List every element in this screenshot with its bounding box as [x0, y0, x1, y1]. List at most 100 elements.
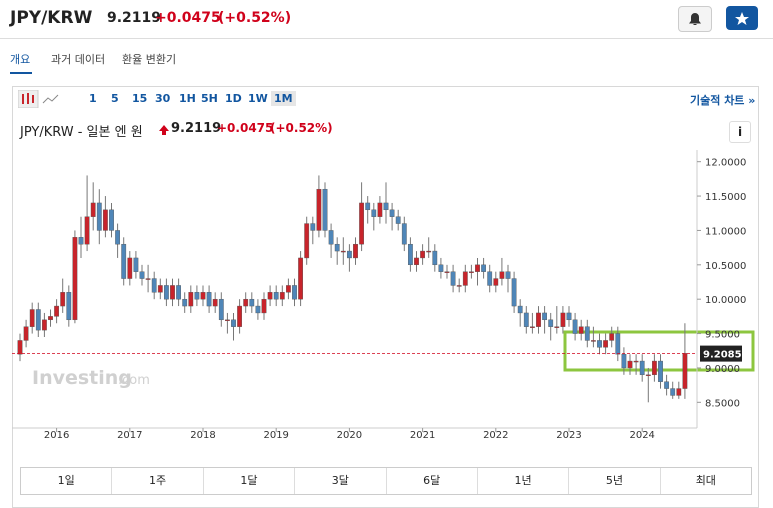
tab[interactable]: 환율 변환기: [122, 53, 177, 66]
candle-body: [170, 285, 175, 300]
candle-body: [139, 271, 145, 279]
candle-body: [157, 285, 163, 293]
symbol: JPY/KRW: [10, 8, 93, 28]
candle-body: [255, 305, 261, 314]
candle-body: [72, 237, 78, 321]
x-tick-label: 2021: [410, 430, 435, 441]
interval-button[interactable]: 1W: [248, 92, 268, 105]
star-icon: [735, 12, 749, 25]
tech-chart-link[interactable]: 기술적 차트 »: [690, 94, 756, 107]
candle-body: [597, 340, 602, 348]
candle-body: [591, 340, 596, 342]
change-pct: (+0.52%): [218, 10, 292, 26]
interval-button[interactable]: 1D: [225, 92, 242, 105]
y-tick-label: 11.5000: [705, 192, 746, 203]
candle-body: [645, 374, 651, 377]
interval-button[interactable]: 1: [89, 92, 97, 105]
candle-body: [615, 333, 621, 355]
candle-body: [298, 257, 303, 300]
candle-body: [286, 285, 291, 293]
interval-button[interactable]: 15: [132, 92, 148, 105]
candle-body: [420, 250, 425, 259]
candle-body: [426, 250, 432, 253]
chart-type-icons[interactable]: [18, 90, 62, 108]
candle-body: [523, 312, 529, 327]
range-button[interactable]: 1주: [112, 468, 204, 494]
interval-button[interactable]: 5H: [201, 92, 218, 105]
candle-body: [639, 360, 645, 376]
candle-body: [584, 326, 590, 341]
price: 9.2119: [107, 10, 162, 26]
candle-body: [499, 271, 505, 279]
interval-button[interactable]: 1M: [271, 91, 296, 106]
candle-body: [432, 250, 438, 266]
x-tick-label: 2017: [117, 430, 142, 441]
chart-title: JPY/KRW - 일본 엔 원: [20, 125, 143, 140]
interval-button[interactable]: 30: [155, 92, 171, 105]
x-tick-label: 2023: [556, 430, 581, 441]
candle-body: [109, 209, 114, 231]
candle-body: [383, 202, 389, 211]
alert-button[interactable]: [678, 6, 712, 32]
candle-body: [304, 223, 310, 259]
interval-button[interactable]: 1H: [179, 92, 196, 105]
x-tick-label: 2022: [483, 430, 508, 441]
candle-body: [487, 271, 493, 286]
candle-body: [505, 271, 511, 279]
candle-body: [444, 271, 450, 273]
candle-body: [633, 360, 639, 363]
candle-body: [96, 202, 102, 231]
info-button[interactable]: i: [729, 121, 751, 143]
range-button[interactable]: 5년: [569, 468, 661, 494]
candle-body: [237, 305, 242, 327]
candle-body: [200, 292, 206, 300]
candle-body: [261, 298, 267, 314]
candle-body: [328, 230, 334, 245]
change: +0.0475: [155, 10, 221, 26]
candle-body: [218, 298, 224, 321]
candle-body: [469, 271, 474, 273]
candle-body: [389, 209, 395, 217]
range-button[interactable]: 3달: [295, 468, 387, 494]
candle-body: [84, 216, 90, 245]
candle-body: [664, 381, 670, 389]
range-button[interactable]: 1일: [21, 468, 113, 494]
candle-body: [48, 316, 53, 321]
watermark-suffix: .com: [118, 373, 150, 388]
tab[interactable]: 개요: [10, 53, 31, 66]
candle-body: [652, 360, 657, 376]
candle-body: [511, 278, 517, 307]
candle-body: [188, 292, 194, 307]
candle-body: [322, 188, 328, 231]
y-tick-label: 10.5000: [705, 261, 746, 272]
candle-body: [42, 319, 47, 331]
candle-body: [475, 264, 480, 272]
watch-button[interactable]: [726, 6, 758, 30]
candle-body: [279, 292, 285, 300]
candle-body: [462, 271, 468, 286]
candle-body: [450, 271, 456, 286]
interval-button[interactable]: 5: [111, 92, 119, 105]
chart-change-pct: (+0.52%): [270, 121, 333, 135]
candle-body: [102, 209, 108, 231]
candle-body: [609, 333, 615, 341]
candle-body: [340, 250, 346, 253]
candle-body: [621, 353, 627, 369]
tab[interactable]: 과거 데이터: [51, 53, 106, 66]
candle-body: [414, 257, 419, 266]
x-tick-label: 2018: [190, 430, 215, 441]
range-button[interactable]: 최대: [695, 474, 716, 487]
candle-body: [243, 298, 249, 307]
bell-icon: [689, 13, 701, 25]
candle-body: [60, 292, 66, 307]
range-button[interactable]: 1년: [478, 468, 570, 494]
candle-body: [377, 202, 383, 217]
candle-body: [29, 309, 35, 327]
x-tick-label: 2019: [263, 430, 288, 441]
candle-body: [578, 326, 584, 334]
candle-body: [670, 388, 676, 396]
range-button[interactable]: 6달: [387, 468, 478, 494]
y-tick-label: 12.0000: [705, 158, 746, 169]
range-button[interactable]: 1달: [204, 468, 296, 494]
chart: Investing.com 8.5000 9.0000 9.5000 10.0000 10…: [12, 150, 755, 441]
